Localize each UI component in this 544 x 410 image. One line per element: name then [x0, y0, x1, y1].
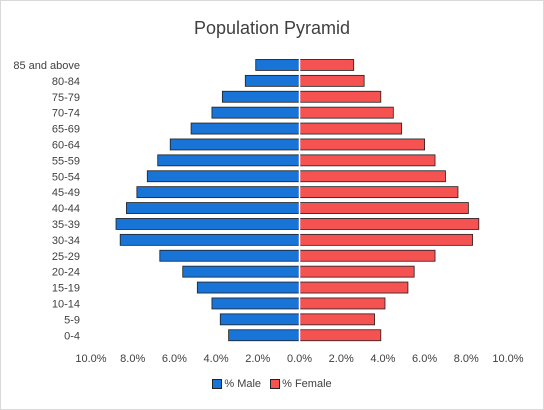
legend-label-male: % Male: [224, 378, 262, 390]
bar-female-70-74: [299, 106, 394, 119]
category-label: 30-34: [52, 235, 80, 247]
bar-female-25-29: [299, 249, 436, 262]
x-tick-label: 10.0%: [75, 353, 106, 365]
bar-female-35-39: [299, 218, 480, 230]
bar-male-35-39: [115, 218, 300, 230]
bar-male-25-29: [159, 249, 300, 262]
category-label: 10-14: [52, 298, 80, 310]
bar-female-50-54: [299, 170, 446, 183]
category-label: 0-4: [64, 330, 80, 342]
bar-female-10-14: [299, 297, 386, 310]
bar-female-45-49: [299, 186, 459, 199]
bar-male-50-54: [146, 170, 300, 183]
bar-female-30-34: [299, 233, 473, 246]
bar-male-55-59: [157, 154, 300, 167]
bar-female-80-84: [299, 74, 365, 87]
x-tick-label: 6.0%: [412, 353, 437, 365]
bar-male-45-49: [136, 186, 300, 199]
bar-female-20-24: [299, 265, 415, 278]
legend-label-female: % Female: [282, 378, 332, 390]
x-tick-label: 0.0%: [287, 353, 312, 365]
bar-male-60-64: [169, 138, 300, 151]
category-label: 5-9: [64, 314, 80, 326]
bar-male-40-44: [126, 202, 300, 214]
bar-male-5-9: [219, 313, 300, 326]
bar-female-60-64: [299, 138, 425, 151]
bar-male-20-24: [182, 265, 300, 278]
category-label: 65-69: [52, 124, 80, 136]
x-tick-label: 2.0%: [329, 353, 354, 365]
bar-female-15-19: [299, 281, 409, 294]
category-label: 50-54: [52, 171, 80, 183]
category-label: 45-49: [52, 187, 80, 199]
legend-item-male: % Male: [212, 378, 261, 390]
category-label: 70-74: [52, 108, 80, 120]
category-label: 35-39: [52, 219, 80, 231]
category-label: 85 and above: [13, 60, 80, 72]
x-tick-label: 6.0%: [162, 353, 187, 365]
bar-male-30-34: [119, 233, 300, 246]
bar-male-65-69: [190, 122, 300, 135]
bar-female-85-and-above: [299, 59, 355, 71]
x-tick-label: 10.0%: [492, 353, 523, 365]
bar-male-10-14: [211, 297, 300, 310]
legend-swatch-male: [212, 379, 223, 389]
bar-female-65-69: [299, 122, 403, 135]
x-tick-label: 4.0%: [204, 353, 229, 365]
category-label: 75-79: [52, 92, 80, 104]
x-tick-label: 4.0%: [370, 353, 395, 365]
bar-male-70-74: [211, 106, 300, 119]
category-label: 40-44: [52, 203, 80, 215]
category-label: 55-59: [52, 155, 80, 167]
bar-male-75-79: [221, 90, 300, 103]
bar-female-5-9: [299, 313, 375, 326]
bar-male-80-84: [244, 74, 300, 87]
bar-female-40-44: [299, 202, 469, 214]
category-label: 80-84: [52, 76, 80, 88]
x-tick-label: 8.0%: [454, 353, 479, 365]
bar-female-75-79: [299, 90, 382, 103]
category-label: 60-64: [52, 139, 80, 151]
bar-male-15-19: [196, 281, 300, 294]
bar-male-85-and-above: [255, 59, 300, 71]
legend-swatch-female: [270, 379, 281, 389]
chart-title: Population Pyramid: [193, 18, 351, 38]
x-tick-label: 2.0%: [245, 353, 270, 365]
x-tick-label: 8.0%: [120, 353, 145, 365]
bar-female-0-4: [299, 329, 382, 342]
category-label: 20-24: [52, 267, 80, 279]
bar-male-0-4: [228, 329, 300, 342]
category-label: 25-29: [52, 251, 80, 263]
legend-item-female: % Female: [270, 378, 332, 390]
bar-female-55-59: [299, 154, 436, 167]
category-label: 15-19: [52, 283, 80, 295]
legend: % Male % Female: [0, 378, 544, 392]
